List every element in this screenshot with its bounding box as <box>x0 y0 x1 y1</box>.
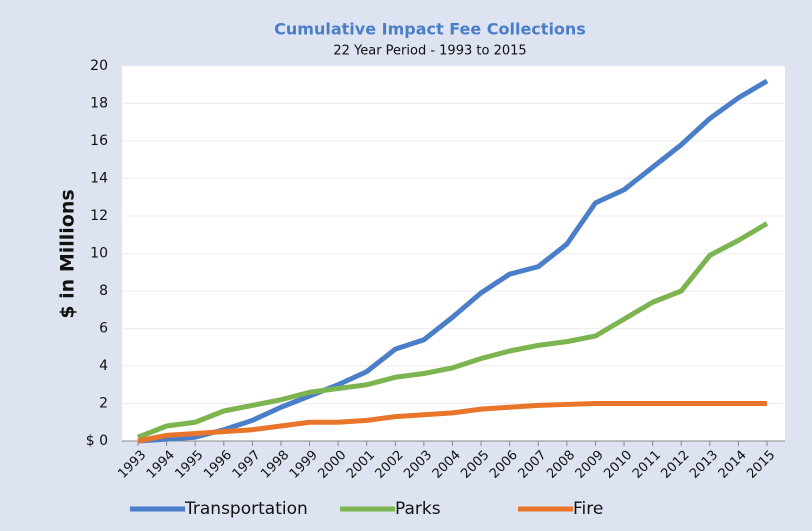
y-tick-label: 4 <box>99 358 108 374</box>
y-tick-label: 16 <box>90 133 108 149</box>
chart-title: Cumulative Impact Fee Collections <box>274 20 586 39</box>
y-tick-label: 2 <box>99 396 108 412</box>
y-tick-label: $ 0 <box>86 433 108 449</box>
line-series <box>137 78 769 444</box>
y-tick-label: 20 <box>90 58 108 74</box>
chart-subtitle: 22 Year Period - 1993 to 2015 <box>333 44 526 59</box>
y-tick-label: 6 <box>99 321 108 337</box>
y-tick-label: 8 <box>99 283 108 299</box>
line-series <box>137 221 769 440</box>
y-tick-label: 18 <box>90 96 108 112</box>
line-series <box>137 401 767 444</box>
y-tick-label: 10 <box>90 246 108 262</box>
y-tick-label: 14 <box>90 171 108 187</box>
y-tick-label: 12 <box>90 208 108 224</box>
legend-label: Fire <box>573 499 603 519</box>
y-axis-label: $ in Millions <box>57 189 79 318</box>
legend-label: Transportation <box>184 499 308 519</box>
legend-label: Parks <box>395 499 441 519</box>
